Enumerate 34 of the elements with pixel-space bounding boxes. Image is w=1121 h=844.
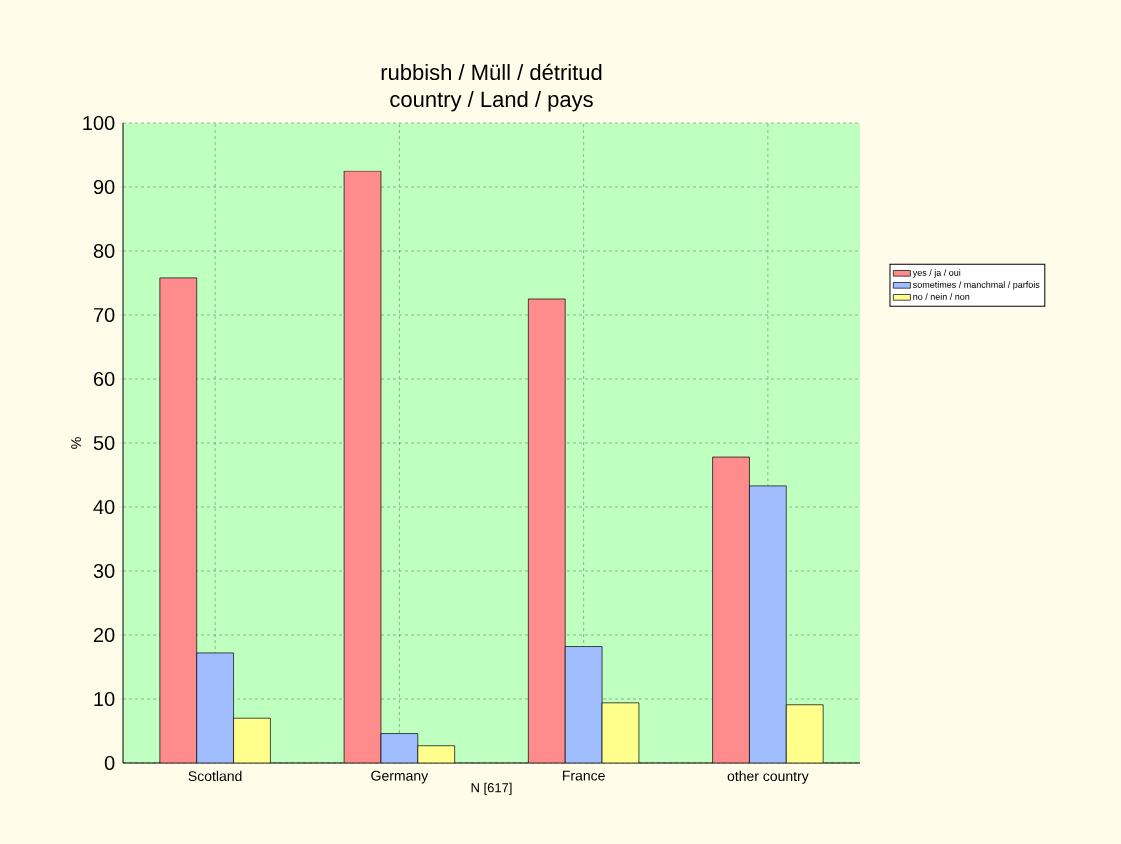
y-tick-label: 60 — [93, 371, 115, 387]
legend-label: no / nein / non — [913, 293, 970, 300]
y-tick-label: 20 — [93, 627, 115, 643]
legend-label: yes / ja / oui — [912, 269, 961, 278]
y-tick-label: 70 — [93, 307, 115, 323]
y-tick-label: 40 — [93, 499, 115, 515]
bar — [233, 717, 271, 763]
y-axis-title: % — [71, 437, 81, 449]
chart-title: rubbish / Müll / détritud — [381, 63, 602, 81]
x-tick-label: other country — [727, 770, 809, 784]
bar — [159, 277, 198, 763]
y-tick-label: 80 — [93, 243, 115, 259]
bar — [417, 745, 456, 763]
x-tick-label: Scotland — [188, 770, 242, 782]
y-tick-label: 0 — [104, 755, 115, 771]
y-tick-label: 30 — [93, 563, 115, 579]
y-tick-label: 10 — [94, 691, 115, 707]
legend-label: sometimes / manchmal / parfois — [913, 281, 1040, 290]
bar — [380, 733, 419, 763]
bar — [601, 702, 640, 763]
bar — [712, 456, 750, 763]
x-axis-title: N [617] — [471, 782, 512, 795]
y-tick-label: 50 — [93, 435, 115, 451]
bar — [785, 704, 824, 763]
y-tick-label: 100 — [83, 115, 115, 131]
x-tick-label: Germany — [371, 770, 429, 784]
bar — [749, 485, 787, 763]
y-tick-label: 90 — [93, 179, 115, 195]
x-tick-label: France — [562, 770, 605, 781]
bar — [343, 170, 382, 763]
bar — [564, 646, 603, 763]
bar — [528, 298, 566, 763]
bar — [196, 652, 234, 763]
chart-subtitle: country / Land / pays — [390, 90, 593, 112]
